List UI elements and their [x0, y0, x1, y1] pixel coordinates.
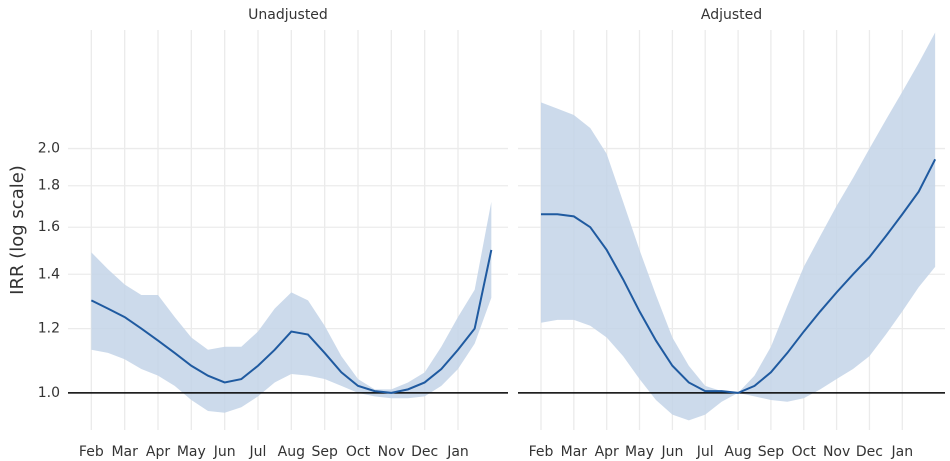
x-tick-label: Oct: [346, 444, 371, 460]
x-tick-label: Jul: [249, 444, 267, 460]
x-tick-label: Aug: [278, 444, 305, 460]
x-tick-label: Feb: [529, 444, 554, 460]
x-tick-label: Apr: [146, 444, 170, 460]
estimate-line: [90, 249, 493, 394]
x-tick-label: Jan: [446, 444, 469, 460]
x-tick-label: Mar: [561, 444, 588, 460]
y-axis-label: IRR (log scale): [7, 165, 28, 295]
confidence-band: [91, 201, 492, 413]
x-tick-label: Oct: [792, 444, 817, 460]
y-tick-label: 1.2: [38, 321, 60, 337]
x-tick-label: Nov: [378, 444, 405, 460]
y-tick-label: 2.0: [38, 141, 60, 157]
x-tick-label: Nov: [823, 444, 850, 460]
estimate-line: [540, 158, 937, 394]
panel-title: Adjusted: [701, 7, 762, 23]
x-tick-label: Jun: [213, 444, 236, 460]
x-tick-label: May: [625, 444, 654, 460]
y-tick-label: 1.0: [38, 385, 60, 401]
x-tick-label: Jan: [891, 444, 914, 460]
x-tick-label: Apr: [595, 444, 619, 460]
y-tick-label: 1.4: [38, 266, 60, 282]
x-tick-label: Dec: [411, 444, 438, 460]
x-tick-label: May: [177, 444, 206, 460]
panel-title: Unadjusted: [248, 7, 328, 23]
y-tick-label: 1.8: [38, 178, 60, 194]
y-tick-label: 1.6: [38, 219, 60, 235]
x-tick-label: Aug: [724, 444, 751, 460]
confidence-band: [540, 32, 936, 421]
x-tick-label: Feb: [79, 444, 104, 460]
x-tick-label: Dec: [856, 444, 883, 460]
x-tick-label: Jul: [696, 444, 714, 460]
x-tick-label: Sep: [758, 444, 785, 460]
x-tick-label: Sep: [311, 444, 338, 460]
x-tick-label: Mar: [111, 444, 138, 460]
x-tick-label: Jun: [660, 444, 683, 460]
